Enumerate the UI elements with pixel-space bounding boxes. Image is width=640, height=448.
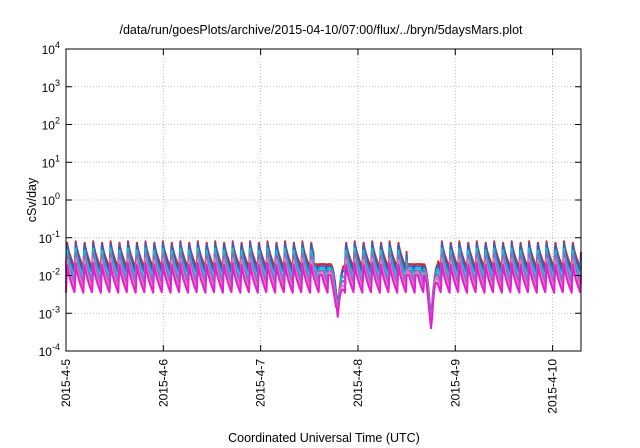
x-tick-label: 2015-4-8 bbox=[351, 359, 365, 407]
y-axis-label: cSv/day bbox=[25, 177, 39, 222]
plot-frame bbox=[65, 48, 582, 352]
y-tick-label: 104 bbox=[42, 40, 60, 57]
y-tick-label: 100 bbox=[42, 191, 60, 208]
y-axis: 10-4 10-3 10-2 10-1 100 101 102 103 104 bbox=[39, 40, 581, 359]
series-layer bbox=[65, 240, 582, 330]
y-tick-label: 10-2 bbox=[39, 267, 60, 284]
y-tick-label: 103 bbox=[42, 78, 60, 95]
x-tick-label: 2015-4-6 bbox=[156, 359, 170, 407]
x-axis: 2015-4-5 2015-4-6 2015-4-7 2015-4-8 2015-4-9… bbox=[59, 49, 560, 414]
series-line-6 bbox=[65, 262, 582, 330]
y-tick-label: 102 bbox=[42, 116, 60, 133]
x-axis-label: Coordinated Universal Time (UTC) bbox=[228, 431, 420, 445]
y-tick-label: 101 bbox=[42, 153, 60, 170]
x-tick-label: 2015-4-7 bbox=[254, 359, 268, 407]
grid bbox=[66, 49, 581, 351]
x-tick-label: 2015-4-10 bbox=[546, 359, 560, 414]
x-tick-label: 2015-4-5 bbox=[59, 359, 73, 407]
chart-title: /data/run/goesPlots/archive/2015-04-10/0… bbox=[119, 23, 523, 37]
y-tick-label: 10-1 bbox=[39, 229, 60, 246]
y-tick-label: 10-3 bbox=[39, 304, 60, 321]
y-tick-label: 10-4 bbox=[39, 342, 60, 359]
x-tick-label: 2015-4-9 bbox=[448, 359, 462, 407]
